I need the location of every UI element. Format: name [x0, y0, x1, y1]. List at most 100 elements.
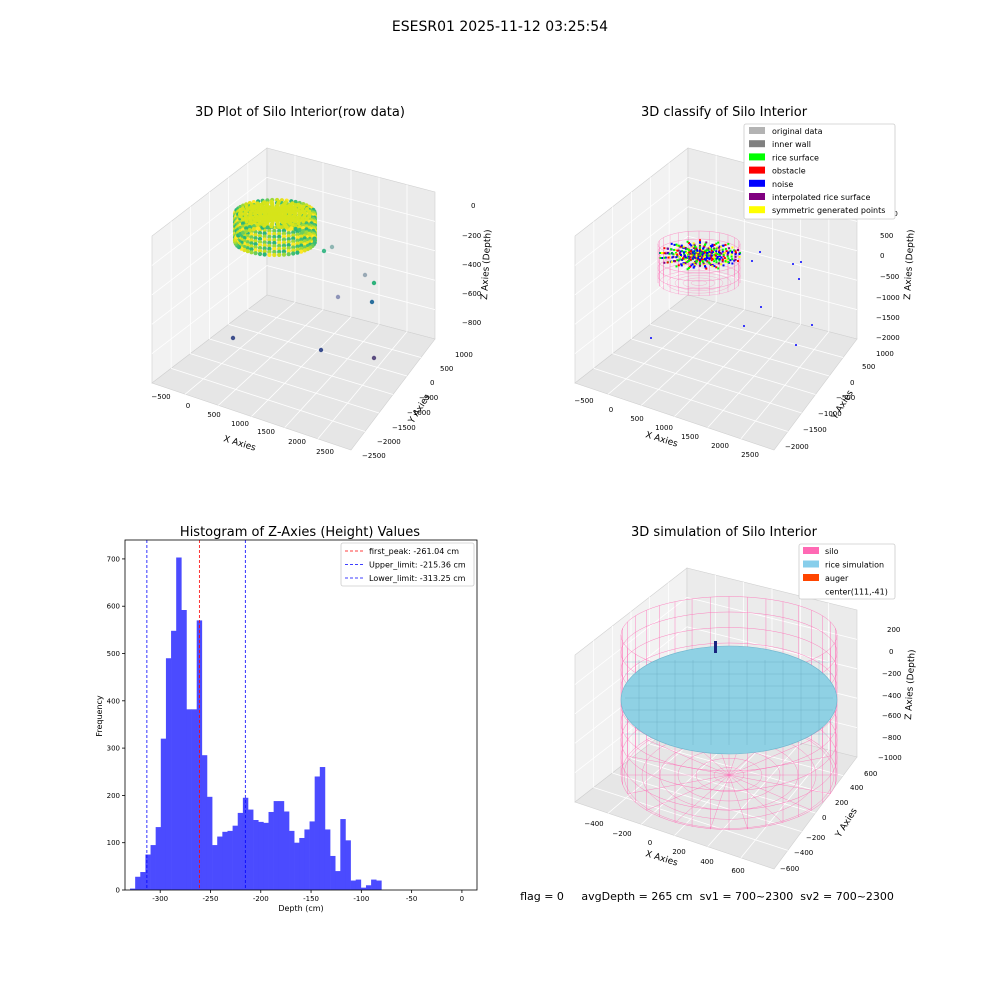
- cluster-point: [281, 240, 287, 245]
- outlier-point: [362, 272, 368, 278]
- classified-point: [689, 265, 692, 268]
- y-tick-label: 0: [850, 379, 854, 387]
- classified-point: [691, 251, 694, 254]
- classified-point: [710, 251, 713, 254]
- classified-point: [699, 261, 701, 263]
- cluster-point: [281, 228, 287, 233]
- cluster-point: [301, 226, 306, 231]
- cluster-point: [262, 249, 267, 254]
- classified-point: [699, 246, 701, 249]
- noise-point: [811, 324, 813, 326]
- classified-point: [683, 255, 686, 258]
- histogram-bar: [217, 836, 223, 890]
- classified-point: [710, 249, 713, 252]
- y-tick-label: −1000: [818, 410, 842, 418]
- classified-point: [694, 246, 697, 249]
- cluster-point: [281, 231, 287, 236]
- classified-point: [697, 251, 700, 254]
- classified-point: [699, 241, 701, 244]
- classified-point: [659, 257, 662, 259]
- cluster-point: [283, 223, 288, 228]
- cluster-point: [291, 230, 296, 235]
- classified-point: [684, 246, 687, 249]
- classified-point: [697, 256, 700, 259]
- x-tick-label: -50: [406, 895, 417, 903]
- cluster-point: [267, 249, 272, 254]
- classified-point: [667, 252, 670, 255]
- histogram-bar: [171, 630, 177, 890]
- classified-point: [699, 248, 701, 251]
- classified-point: [664, 252, 667, 255]
- classified-point: [661, 257, 663, 259]
- classified-point: [720, 256, 723, 259]
- cluster-point: [293, 204, 298, 209]
- histogram-bar: [186, 709, 192, 890]
- legend-swatch: [749, 206, 765, 214]
- auger-marker: [714, 641, 717, 653]
- classified-point: [737, 249, 739, 251]
- classified-point: [686, 268, 689, 271]
- cluster-point: [295, 250, 300, 255]
- classified-point: [689, 252, 692, 255]
- cluster-point: [286, 234, 291, 239]
- cluster-point: [245, 240, 250, 245]
- classified-point: [687, 255, 690, 258]
- classified-point: [713, 243, 716, 246]
- classified-point: [692, 255, 695, 258]
- classified-point: [688, 259, 691, 262]
- classified-point: [703, 251, 706, 254]
- classified-point: [703, 257, 706, 260]
- cluster-point: [291, 251, 296, 256]
- legend-frame: [743, 123, 896, 220]
- cluster-point: [305, 217, 309, 221]
- cluster-point: [289, 226, 294, 231]
- classified-point: [675, 243, 678, 246]
- wall-grid: [687, 206, 858, 252]
- classified-point: [716, 255, 719, 258]
- z-tick-label: 0: [880, 252, 884, 260]
- cluster-point: [299, 240, 304, 245]
- classified-point: [677, 259, 680, 262]
- cluster-point: [290, 222, 295, 227]
- classified-point: [692, 266, 695, 269]
- x-tick-label: 0: [648, 839, 652, 847]
- classified-point: [701, 248, 704, 251]
- cluster-point: [249, 235, 254, 240]
- classified-point: [687, 267, 690, 269]
- classified-point: [699, 259, 701, 262]
- panel-classify-legend: original data inner wall rice surface obsta…: [743, 123, 896, 220]
- classified-point: [704, 242, 707, 245]
- classified-point: [705, 241, 708, 244]
- classified-point: [693, 252, 696, 255]
- cluster-point: [283, 200, 288, 205]
- legend-frame: [340, 542, 475, 587]
- classified-point: [696, 249, 699, 252]
- classified-point: [696, 259, 699, 262]
- y-tick-label: −200: [806, 834, 825, 842]
- y-tick-label: −1500: [803, 426, 827, 434]
- cluster-point: [281, 249, 287, 254]
- x-tick-label: -150: [303, 895, 319, 903]
- classified-point: [722, 264, 725, 267]
- silo-floor-spoke: [728, 774, 831, 795]
- x-tick-label: 500: [207, 411, 220, 419]
- cluster-point: [277, 234, 282, 239]
- legend-frame: [798, 543, 896, 600]
- cluster-point: [286, 252, 291, 257]
- classified-point: [724, 248, 727, 250]
- classified-point: [733, 249, 736, 252]
- x-tick-label: 1500: [257, 428, 275, 436]
- wall-grid: [574, 265, 689, 354]
- cluster-point: [277, 228, 282, 233]
- cluster-point: [302, 245, 307, 250]
- classified-point: [675, 265, 678, 268]
- cluster-point: [267, 252, 272, 257]
- histogram-bar: [278, 801, 285, 890]
- classified-point: [731, 262, 734, 265]
- z-tick-label: 0: [889, 648, 893, 656]
- classified-point: [705, 259, 708, 262]
- cluster-point: [244, 229, 249, 234]
- classified-point: [717, 262, 720, 265]
- cluster-point: [262, 234, 267, 239]
- cluster-point: [255, 201, 260, 206]
